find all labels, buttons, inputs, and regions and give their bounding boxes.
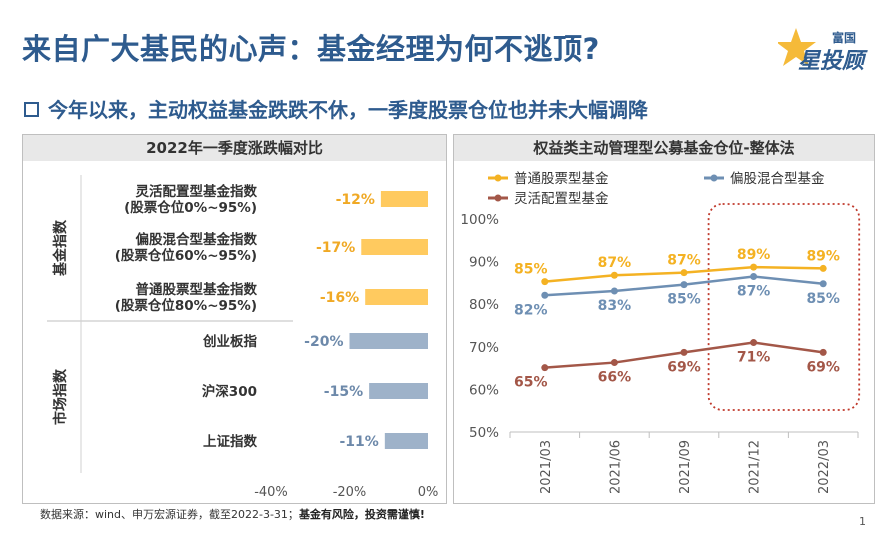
data-point <box>680 269 688 277</box>
legend-marker <box>494 194 502 202</box>
data-label: 69% <box>806 359 840 375</box>
data-label: 83% <box>598 298 632 314</box>
data-point <box>819 280 827 288</box>
group-label: 基金指数 <box>52 219 69 276</box>
category-label: 创业板指 <box>202 333 257 350</box>
legend-label: 灵活配置型基金 <box>514 190 609 207</box>
x-tick-label: 2021/09 <box>678 440 693 494</box>
data-label: -12% <box>336 192 375 208</box>
bar <box>384 433 428 449</box>
data-label: 66% <box>598 370 632 386</box>
data-point <box>610 287 618 295</box>
bar <box>369 383 428 399</box>
y-tick-label: 100% <box>460 212 499 228</box>
bar-chart-title: 2022年一季度涨跌幅对比 <box>23 135 446 161</box>
legend-label: 偏股混合型基金 <box>730 170 825 187</box>
data-label: 82% <box>514 302 548 318</box>
data-label: 85% <box>806 291 840 307</box>
highlight-box <box>707 203 861 411</box>
footer-note: 数据来源：wind、申万宏源证券，截至2022-3-31；基金有风险，投资需谨慎… <box>40 506 425 522</box>
data-point <box>541 364 549 372</box>
y-tick-label: 50% <box>469 425 499 441</box>
category-label: 偏股混合型基金指数 <box>136 231 258 248</box>
data-point <box>610 271 618 279</box>
data-label: 65% <box>514 375 548 391</box>
logo-main-text: 星投顾 <box>798 49 868 74</box>
data-point <box>680 281 688 289</box>
bar <box>380 191 428 207</box>
data-label: 85% <box>514 262 548 278</box>
data-label: -20% <box>304 334 343 350</box>
data-label: -11% <box>339 434 378 450</box>
data-point <box>680 348 688 356</box>
data-point <box>750 273 758 281</box>
category-label: 上证指数 <box>203 433 257 450</box>
data-label: 69% <box>667 359 701 375</box>
page-number: 1 <box>859 515 866 528</box>
y-tick-label: 90% <box>469 255 499 271</box>
line-chart-panel: 权益类主动管理型公募基金仓位-整体法 普通股票型基金 偏股混合型基金灵活配置型基金… <box>453 134 875 504</box>
x-tick-label: 2021/03 <box>539 440 554 494</box>
data-point <box>819 348 827 356</box>
data-point <box>610 359 618 367</box>
y-tick-label: 60% <box>469 382 499 398</box>
data-label: 87% <box>737 284 771 300</box>
category-label: (股票仓位0%~95%) <box>124 199 257 216</box>
category-label: 沪深300 <box>202 383 257 400</box>
subtitle: 今年以来，主动权益基金跌跌不休，一季度股票仓位也并未大幅调降 <box>48 98 648 122</box>
data-point <box>750 339 758 347</box>
data-label: -17% <box>316 240 355 256</box>
x-tick-label: 2021/06 <box>608 440 623 494</box>
data-point <box>541 291 549 299</box>
data-label: 71% <box>737 350 771 366</box>
bullet-square-icon <box>24 102 39 117</box>
legend-marker <box>710 174 718 182</box>
data-label: -16% <box>320 290 359 306</box>
group-label: 市场指数 <box>52 368 69 425</box>
data-point <box>541 278 549 286</box>
x-tick-label: -40% <box>254 485 288 500</box>
data-label: -15% <box>324 384 363 400</box>
y-tick-label: 80% <box>469 297 499 313</box>
category-label: 灵活配置型基金指数 <box>136 183 258 200</box>
brand-logo: 富国 星投顾 <box>778 28 868 74</box>
page-title: 来自广大基民的心声：基金经理为何不逃顶? <box>22 32 600 66</box>
category-label: (股票仓位60%~95%) <box>115 247 257 264</box>
category-label: 普通股票型基金指数 <box>136 281 258 298</box>
data-label: 85% <box>667 292 701 308</box>
data-label: 87% <box>667 253 701 269</box>
bar <box>349 333 428 349</box>
legend-marker <box>494 174 502 182</box>
category-label: (股票仓位80%~95%) <box>115 297 257 314</box>
footer-source: 数据来源：wind、申万宏源证券，截至2022-3-31； <box>40 508 299 521</box>
x-tick-label: 0% <box>418 485 439 500</box>
legend-label: 普通股票型基金 <box>514 170 609 187</box>
data-label: 89% <box>737 247 771 263</box>
data-point <box>750 263 758 271</box>
bar-chart-panel: 2022年一季度涨跌幅对比 基金指数 灵活配置型基金指数 (股票仓位0%~95%) -… <box>22 134 447 504</box>
data-label: 87% <box>598 255 632 271</box>
logo-top-text: 富国 <box>832 30 856 45</box>
x-tick-label: 2021/12 <box>748 440 763 494</box>
bar <box>365 289 428 305</box>
x-tick-label: 2022/03 <box>817 440 832 494</box>
x-tick-label: -20% <box>333 485 367 500</box>
star-icon <box>778 28 816 66</box>
data-label: 89% <box>806 248 840 264</box>
line-chart-title: 权益类主动管理型公募基金仓位-整体法 <box>454 135 874 161</box>
bar <box>361 239 428 255</box>
y-tick-label: 70% <box>469 340 499 356</box>
data-point <box>819 264 827 272</box>
footer-risk: 基金有风险，投资需谨慎! <box>298 508 425 521</box>
